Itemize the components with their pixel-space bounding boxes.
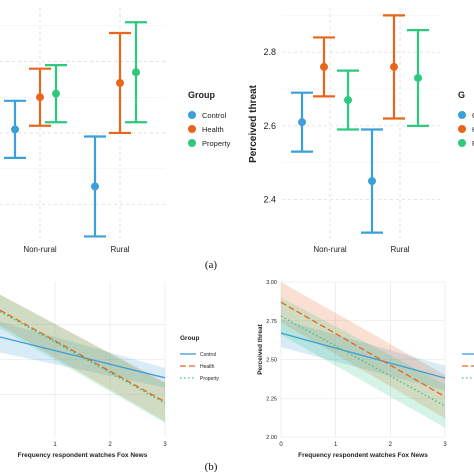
line-control <box>280 332 446 379</box>
point-control-non-rural <box>298 118 306 127</box>
panel-a-left-chart: Non-rural Rural Group Control Health Property <box>0 8 231 254</box>
y-tick-label-2: 2.50 <box>266 358 277 364</box>
y-tick-label-1: 2.6 <box>263 121 276 131</box>
point-property-rural <box>132 68 140 77</box>
y-tick-label-0: 2.00 <box>266 435 277 441</box>
x-tick-label-1: 1 <box>334 442 338 448</box>
x-tick-label-2: 2 <box>389 442 393 448</box>
legend-title: Group <box>180 335 200 342</box>
ribbon-property <box>0 294 165 423</box>
legend-swatch-property <box>458 139 466 147</box>
y-tick-label-1: 2.25 <box>266 396 277 402</box>
x-axis-label: Frequency respondent watches Fox News <box>298 452 428 459</box>
point-property-non-rural <box>52 89 60 98</box>
legend-label-property: Property <box>472 139 474 148</box>
legend-label-control: Control <box>472 111 474 120</box>
point-control-non-rural <box>11 125 19 134</box>
y-tick-label-4: 3.00 <box>266 280 277 286</box>
ribbon-health <box>281 282 445 419</box>
point-health-rural <box>390 62 398 71</box>
line-property <box>0 311 166 404</box>
line-control <box>0 336 166 379</box>
legend-label-health: Health <box>200 364 215 370</box>
y-tick-label-0: 2.4 <box>263 194 276 204</box>
x-tick-label-2: 3 <box>163 442 167 448</box>
x-axis-label: Frequency respondent watches Fox News <box>18 452 148 459</box>
x-tick-label-1: 2 <box>108 442 112 448</box>
line-health <box>280 301 446 398</box>
x-tick-label-non-rural: Non-rural <box>313 245 347 254</box>
x-tick-label-rural: Rural <box>110 245 129 254</box>
panel-b-right-chart: 0 1 2 3 Frequency respondent watches Fox New… <box>257 280 474 459</box>
point-health-non-rural <box>320 62 328 71</box>
legend-label-property: Property <box>202 139 231 148</box>
legend-title: G <box>458 90 465 100</box>
x-tick-label-3: 3 <box>443 442 447 448</box>
point-health-non-rural <box>36 93 44 102</box>
y-tick-label-3: 2.75 <box>266 319 277 325</box>
figure-label-b: (b) <box>205 461 218 473</box>
ribbon-property <box>281 297 445 428</box>
legend-swatch-health <box>188 125 196 133</box>
x-tick-label-non-rural: Non-rural <box>23 245 57 254</box>
legend-title: Group <box>188 90 215 100</box>
legend-swatch-control <box>458 111 466 119</box>
y-axis-label: Perceived threat <box>257 323 264 374</box>
ribbon-control <box>0 321 165 388</box>
line-health <box>0 309 166 403</box>
legend-swatch-control <box>188 111 196 119</box>
x-tick-label-0: 1 <box>53 442 57 448</box>
figure-label-a: (a) <box>205 259 218 271</box>
legend-label-control: Control <box>202 111 227 120</box>
panel-a-right-chart: 2.4 2.6 2.8 Perceived threat Non-rural Rural G… <box>248 8 474 254</box>
ribbon-health <box>0 294 165 422</box>
point-control-rural <box>368 177 376 186</box>
panel-b-left-chart: 1 2 3 Frequency respondent watches Fox News… <box>0 282 219 459</box>
point-health-rural <box>116 78 124 87</box>
legend-swatch-health <box>458 125 466 133</box>
y-axis-label: Perceived threat <box>248 84 259 162</box>
legend-swatch-property <box>188 139 196 147</box>
x-tick-label-0: 0 <box>279 442 283 448</box>
ribbon-control <box>281 319 445 391</box>
legend-label-property: Property <box>200 376 219 382</box>
point-property-non-rural <box>344 96 352 105</box>
legend-label-health: Health <box>202 125 224 134</box>
y-tick-label-2: 2.8 <box>263 47 276 57</box>
legend-label-control: Control <box>200 352 216 358</box>
point-property-rural <box>414 73 422 82</box>
legend-label-health: Health <box>472 125 474 134</box>
point-control-rural <box>91 182 99 191</box>
x-tick-label-rural: Rural <box>390 245 409 254</box>
